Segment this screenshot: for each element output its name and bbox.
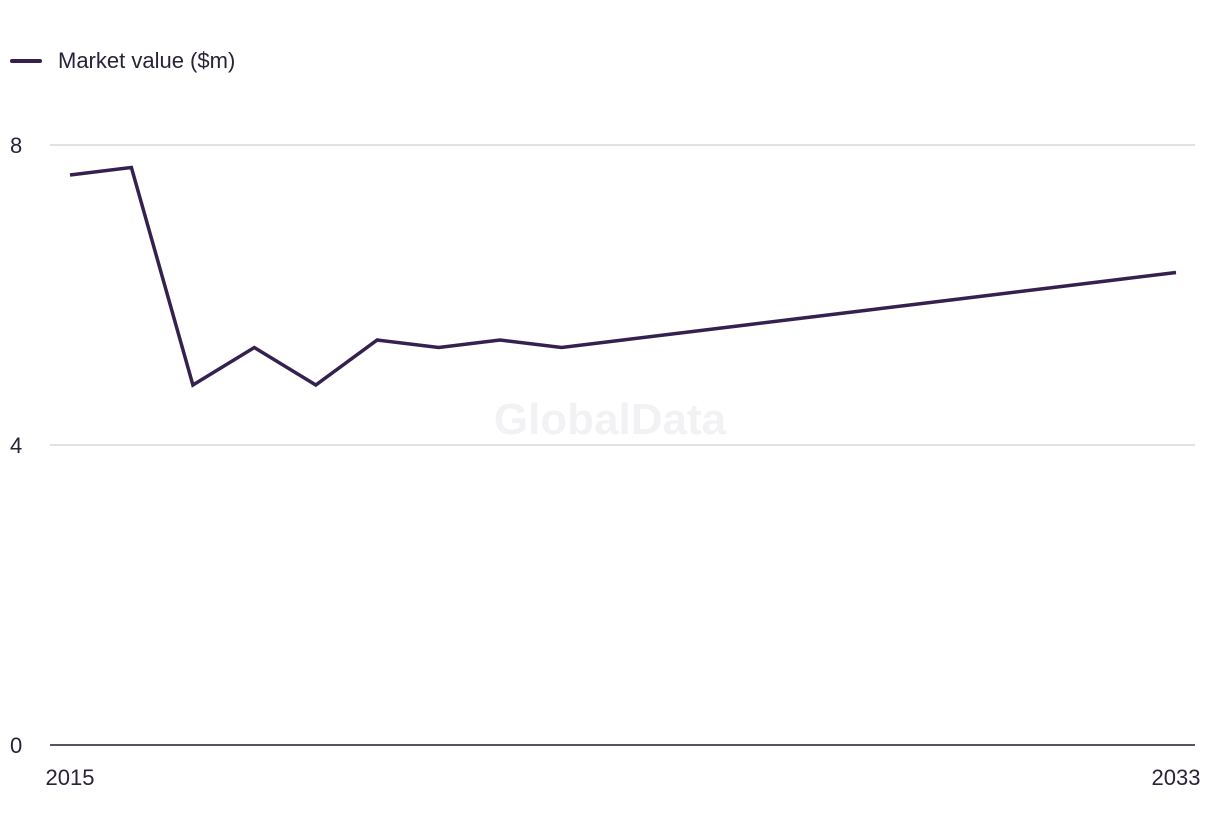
y-tick-label: 8 <box>10 133 22 158</box>
legend-swatch <box>10 59 42 63</box>
legend: Market value ($m) <box>10 44 235 78</box>
watermark: GlobalData <box>494 395 727 444</box>
x-tick-label: 2033 <box>1152 765 1201 790</box>
y-tick-label: 0 <box>10 733 22 758</box>
y-axis-ticks: 0 4 8 <box>10 133 22 758</box>
legend-label: Market value ($m) <box>58 48 236 73</box>
y-tick-label: 4 <box>10 433 22 458</box>
x-axis-ticks: 2015 2033 <box>46 765 1201 790</box>
gridlines <box>50 144 1195 446</box>
series-line-market-value <box>69 165 1177 388</box>
x-tick-label: 2015 <box>46 765 95 790</box>
